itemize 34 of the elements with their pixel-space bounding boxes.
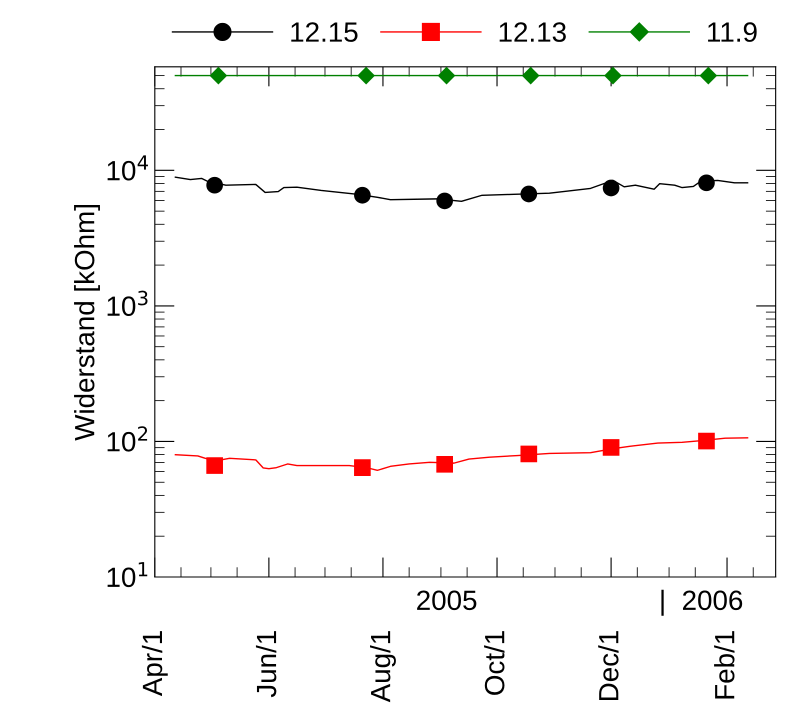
text: 2005 xyxy=(417,590,476,610)
legend-label: 11.9 xyxy=(708,22,757,42)
x-tick-label: Dec/1 xyxy=(598,631,619,700)
point xyxy=(210,66,228,84)
y-axis-title: Widerstand [kOhm] xyxy=(74,205,100,441)
point xyxy=(206,457,223,474)
y-tick-label: 10$^{1}$ xyxy=(108,562,148,588)
point xyxy=(520,446,538,462)
x-tick-label: Jun/1 xyxy=(256,631,276,698)
point xyxy=(357,66,375,84)
point xyxy=(436,456,453,473)
point xyxy=(520,186,538,202)
point xyxy=(602,439,620,456)
point xyxy=(698,432,715,450)
y-tick-label: 10$^{4}$ xyxy=(108,155,148,180)
point xyxy=(354,186,371,204)
y-tick-label: 10$^{2}$ xyxy=(108,426,148,452)
x-tick-label: Feb/1 xyxy=(714,631,734,699)
text: | 2006 xyxy=(661,590,742,616)
legend-label: 12.15 xyxy=(291,22,358,42)
x-tick-label: Aug/1 xyxy=(370,631,396,702)
point xyxy=(436,192,453,210)
point xyxy=(522,66,540,84)
point xyxy=(604,66,622,84)
point xyxy=(699,66,718,84)
x-tick-label: Oct/1 xyxy=(484,631,504,695)
point xyxy=(438,66,456,84)
x-tick-label: Apr/1 xyxy=(142,631,168,696)
point xyxy=(206,176,223,194)
point xyxy=(698,174,715,192)
y-tick-label: 10$^{3}$ xyxy=(108,290,148,316)
legend-label: 12.13 xyxy=(500,22,566,42)
point xyxy=(602,180,620,196)
point xyxy=(354,459,371,476)
